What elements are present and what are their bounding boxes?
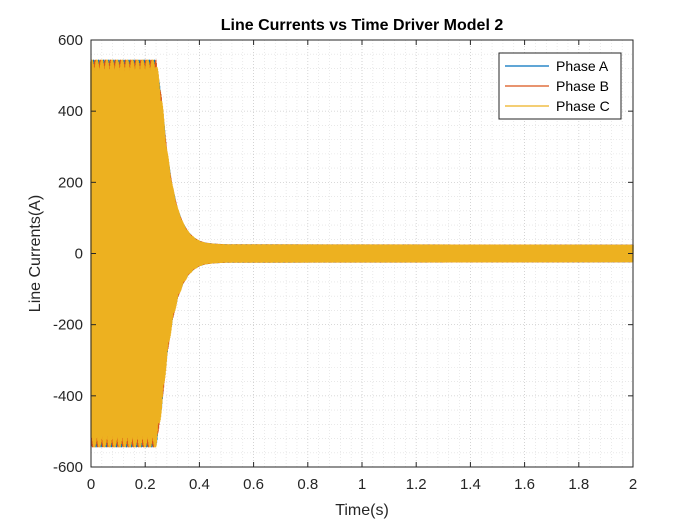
y-tick-label: -600 [53, 459, 83, 476]
y-tick-label: -200 [53, 317, 83, 334]
ticks-layer [90, 39, 634, 468]
x-tick-label: 0 [87, 476, 95, 493]
legend-label: Phase B [556, 78, 609, 94]
y-tick-label: 400 [58, 103, 83, 120]
y-tick-label: 0 [75, 246, 83, 263]
series-layer [90, 59, 634, 448]
series-line-phase-c [90, 59, 634, 448]
legend-label: Phase C [556, 98, 610, 114]
x-tick-label: 1 [358, 476, 366, 493]
x-tick-label: 0.6 [243, 476, 264, 493]
y-axis-label: Line Currents(A) [27, 195, 44, 312]
x-tick-label: 1.8 [568, 476, 589, 493]
x-axis-label: Time(s) [335, 502, 389, 519]
x-tick-label: 0.4 [189, 476, 210, 493]
x-tick-label: 0.2 [135, 476, 156, 493]
legend: Phase A Phase B Phase C [498, 52, 622, 120]
y-tick-label: 200 [58, 174, 83, 191]
x-tick-label: 0.8 [297, 476, 318, 493]
x-tick-label: 1.4 [460, 476, 481, 493]
x-tick-labels: 0 0.2 0.4 0.6 0.8 1 1.2 1.4 1.6 1.8 2 [87, 476, 637, 493]
x-tick-label: 2 [629, 476, 637, 493]
x-tick-label: 1.2 [406, 476, 427, 493]
chart-title: Line Currents vs Time Driver Model 2 [221, 17, 504, 34]
y-tick-label: -400 [53, 388, 83, 405]
legend-label: Phase A [556, 58, 609, 74]
x-tick-label: 1.6 [514, 476, 535, 493]
y-tick-label: 600 [58, 32, 83, 49]
y-tick-labels: 600 400 200 0 -200 -400 -600 [53, 32, 83, 476]
